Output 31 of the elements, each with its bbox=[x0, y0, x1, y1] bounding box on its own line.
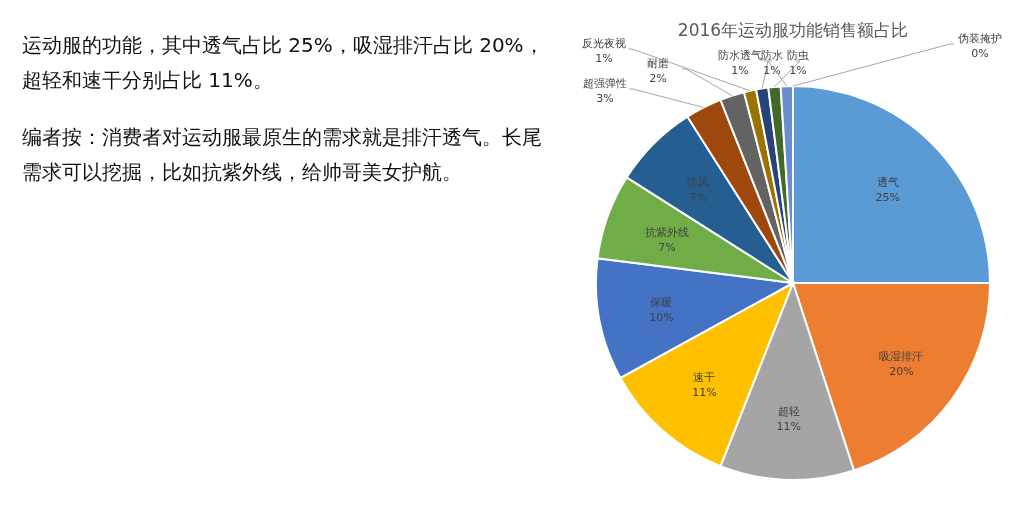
slice-label: 耐磨 bbox=[647, 57, 669, 70]
slice-label: 抗紫外线 bbox=[644, 225, 689, 239]
text: 运动服的功能，其中透气占比 25%，吸湿排汗占比 20%，超轻和速干分别占比 11%。 bbox=[22, 32, 545, 94]
data-label: 1% bbox=[789, 64, 807, 77]
data-label: 20% bbox=[889, 364, 914, 378]
slice-label: 反光夜视 bbox=[582, 37, 626, 50]
slice-label: 超强弹性 bbox=[583, 77, 627, 90]
data-label: 2% bbox=[649, 72, 667, 85]
slice-label: 防虫 bbox=[787, 49, 809, 62]
data-label: 7% bbox=[658, 240, 676, 254]
text: 编者按：消费者对运动服最原生的需求就是排汗透气。长尾需求可以挖掘，比如抗紫外线，给帅哥美女护航。 bbox=[22, 124, 543, 186]
data-label: 1% bbox=[595, 52, 613, 65]
data-label: 11% bbox=[692, 386, 717, 400]
data-label: 1% bbox=[763, 64, 781, 77]
data-label: 11% bbox=[776, 419, 802, 433]
slice-label: 透气 bbox=[876, 176, 899, 190]
slice-label: 超轻 bbox=[777, 404, 800, 418]
slice-label: 保暖 bbox=[650, 296, 673, 310]
slice-label: 防风 bbox=[687, 176, 710, 190]
slice-label: 吸湿排汗 bbox=[879, 349, 924, 363]
text: 0% bbox=[971, 47, 989, 60]
data-label: 3% bbox=[596, 92, 614, 105]
data-label: 1% bbox=[731, 64, 749, 77]
data-label: 7% bbox=[689, 191, 707, 205]
slice-label: 防水 bbox=[761, 49, 783, 62]
chart-title: 2016年运动服功能销售额占比 bbox=[677, 20, 909, 40]
category-label: 伪装掩护 bbox=[958, 32, 1002, 45]
data-label: 10% bbox=[649, 311, 674, 325]
slice-label: 防水透气 bbox=[718, 49, 762, 62]
data-label: 25% bbox=[875, 191, 900, 205]
slice-label: 速干 bbox=[693, 371, 716, 385]
